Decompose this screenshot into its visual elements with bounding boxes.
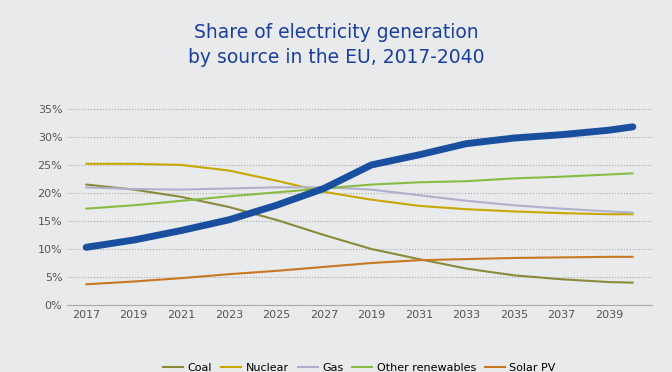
Text: Share of electricity generation
by source in the EU, 2017-2040: Share of electricity generation by sourc… [187,23,485,67]
